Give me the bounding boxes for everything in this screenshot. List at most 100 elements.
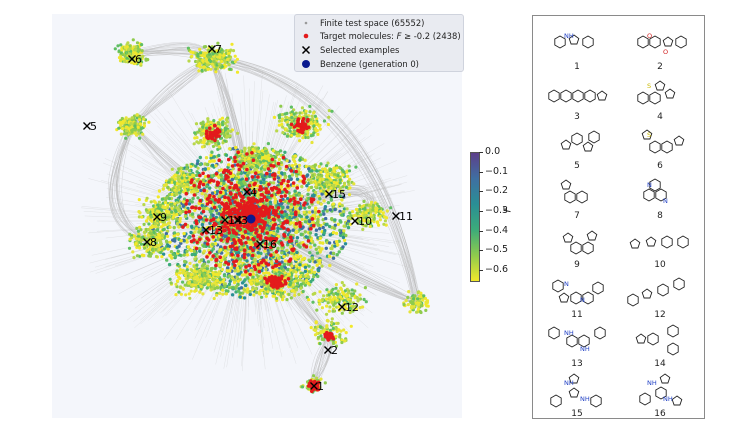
heteroatom-label: NH (647, 379, 657, 387)
structure-drawing (627, 276, 685, 307)
selected-example-marker: 13 (202, 224, 223, 237)
structure-drawing (548, 88, 608, 103)
molecule-number: 6 (657, 161, 663, 171)
colorbar-tick (479, 211, 483, 213)
molecule-number: 15 (571, 408, 583, 419)
selected-example-marker: 3 (234, 214, 248, 227)
structure-drawing (635, 324, 679, 356)
molecule-number: 8 (657, 210, 663, 221)
colorbar-tick (479, 250, 483, 252)
heteroatom-label: NH (663, 395, 673, 403)
heteroatom-label: N (663, 197, 668, 205)
heteroatom-label: NH (580, 345, 590, 353)
selected-example-marker: 15 (325, 188, 346, 201)
selected-example-label: 13 (209, 224, 223, 237)
molecule-structure-10: 10 (620, 222, 700, 270)
selected-example-label: 4 (250, 186, 257, 199)
colorbar-tick-label: 0.0 (485, 146, 501, 157)
molecule-number: 9 (574, 260, 580, 270)
selected-example-label: 14 (228, 214, 242, 227)
selected-example-label: 10 (358, 215, 372, 228)
molecule-structure-16: NH NH 16 (620, 371, 700, 419)
molecule-number: 3 (574, 111, 580, 122)
molecule-structure-5: 5 (537, 123, 617, 171)
colorbar-tick (479, 171, 483, 173)
selected-example-label: 3 (241, 214, 248, 227)
selected-example-marker: 11 (392, 210, 413, 223)
molecule-panel: NH 1 O O 2 3 S 4 5 S 6 7 N N 8 9 10 N N 11 12 NH NH 13 14 NH NH 15 N… (532, 15, 705, 419)
heteroatom-label: O (647, 32, 652, 40)
colorbar-tick-label: −0.1 (485, 165, 509, 177)
structure-drawing (560, 178, 588, 204)
structure-drawing: S (641, 129, 685, 154)
molecule-structure-14: 14 (620, 321, 700, 369)
legend-item-selected: Selected examples (299, 43, 399, 56)
molecule-number: 13 (571, 359, 583, 369)
heteroatom-label: NH (580, 395, 590, 403)
structure-drawing: S (637, 79, 676, 105)
heteroatom-label: NH (564, 329, 574, 337)
legend-label: Benzene (generation 0) (320, 58, 419, 69)
molecule-number: 2 (657, 62, 663, 72)
structure-drawing: NH NH (550, 372, 602, 408)
molecule-number: 14 (654, 359, 666, 369)
selected-example-marker: 16 (256, 238, 277, 251)
legend-label: Selected examples (320, 44, 400, 55)
molecule-structure-7: 7 (537, 173, 617, 221)
selected-example-marker: 2 (324, 344, 338, 357)
legend-label: Target molecules: F ≥ -0.2 (2438) (320, 30, 461, 41)
selected-example-label: 8 (150, 236, 157, 249)
selected-example-marker: 4 (243, 186, 257, 199)
heteroatom-label: NH (564, 32, 574, 40)
heteroatom-label: NH (564, 379, 574, 387)
colorbar-tick-label: −0.3 (485, 205, 509, 217)
molecule-number: 1 (574, 62, 580, 72)
legend: Finite test space (65552) Target molecul… (294, 14, 464, 72)
red-dot-icon (299, 29, 313, 42)
network-plot: 1 2 3 4 5 6 7 8 9 10 11 12 13 14 15 16 (52, 14, 462, 418)
molecule-number: 4 (657, 111, 663, 122)
selected-example-marker: 14 (221, 214, 242, 227)
selected-example-label: 16 (263, 238, 277, 251)
colorbar-tick (479, 152, 483, 153)
selected-example-marker: 5 (83, 120, 97, 133)
heteroatom-label: N (580, 296, 585, 304)
molecule-number: 10 (654, 260, 666, 270)
selected-example-marker: 8 (143, 236, 157, 249)
selected-example-marker: 9 (153, 211, 167, 224)
selected-example-label: 9 (160, 211, 167, 224)
structure-drawing: NN (552, 278, 604, 305)
selected-example-label: 12 (345, 301, 359, 314)
selected-example-marker: 12 (338, 301, 359, 314)
blue-dot-icon (299, 57, 313, 70)
colorbar-tick (479, 191, 483, 193)
colorbar-tick-label: −0.6 (485, 264, 509, 276)
molecule-number: 7 (574, 210, 580, 221)
structure-drawing: NH NH (639, 372, 683, 406)
small-dot-icon (299, 16, 313, 29)
molecule-structure-13: NH NH 13 (537, 321, 617, 369)
cross-icon (299, 43, 313, 56)
heteroatom-label: O (663, 48, 668, 56)
selected-example-label: 1 (317, 380, 324, 393)
colorbar-tick (479, 270, 483, 272)
molecule-number: 5 (574, 161, 580, 171)
structure-drawing: NH (554, 32, 594, 49)
heteroatom-label: N (564, 280, 569, 288)
legend-item-benzene: Benzene (generation 0) (299, 57, 419, 70)
structure-drawing (560, 130, 600, 152)
molecule-structure-3: 3 (537, 74, 617, 122)
molecule-number: 12 (654, 309, 666, 320)
selected-example-marker: 6 (128, 53, 142, 66)
legend-item-target: Target molecules: F ≥ -0.2 (2438) (299, 29, 461, 42)
heteroatom-label: N (647, 181, 652, 189)
selected-example-label: 5 (90, 120, 97, 133)
heteroatom-label: S (647, 82, 651, 90)
structure-drawing (629, 235, 689, 249)
legend-item-test-space: Finite test space (65552) (299, 16, 424, 29)
node-layer (113, 38, 430, 394)
structure-drawing: OO (637, 32, 687, 56)
molecule-number: 11 (571, 309, 583, 320)
